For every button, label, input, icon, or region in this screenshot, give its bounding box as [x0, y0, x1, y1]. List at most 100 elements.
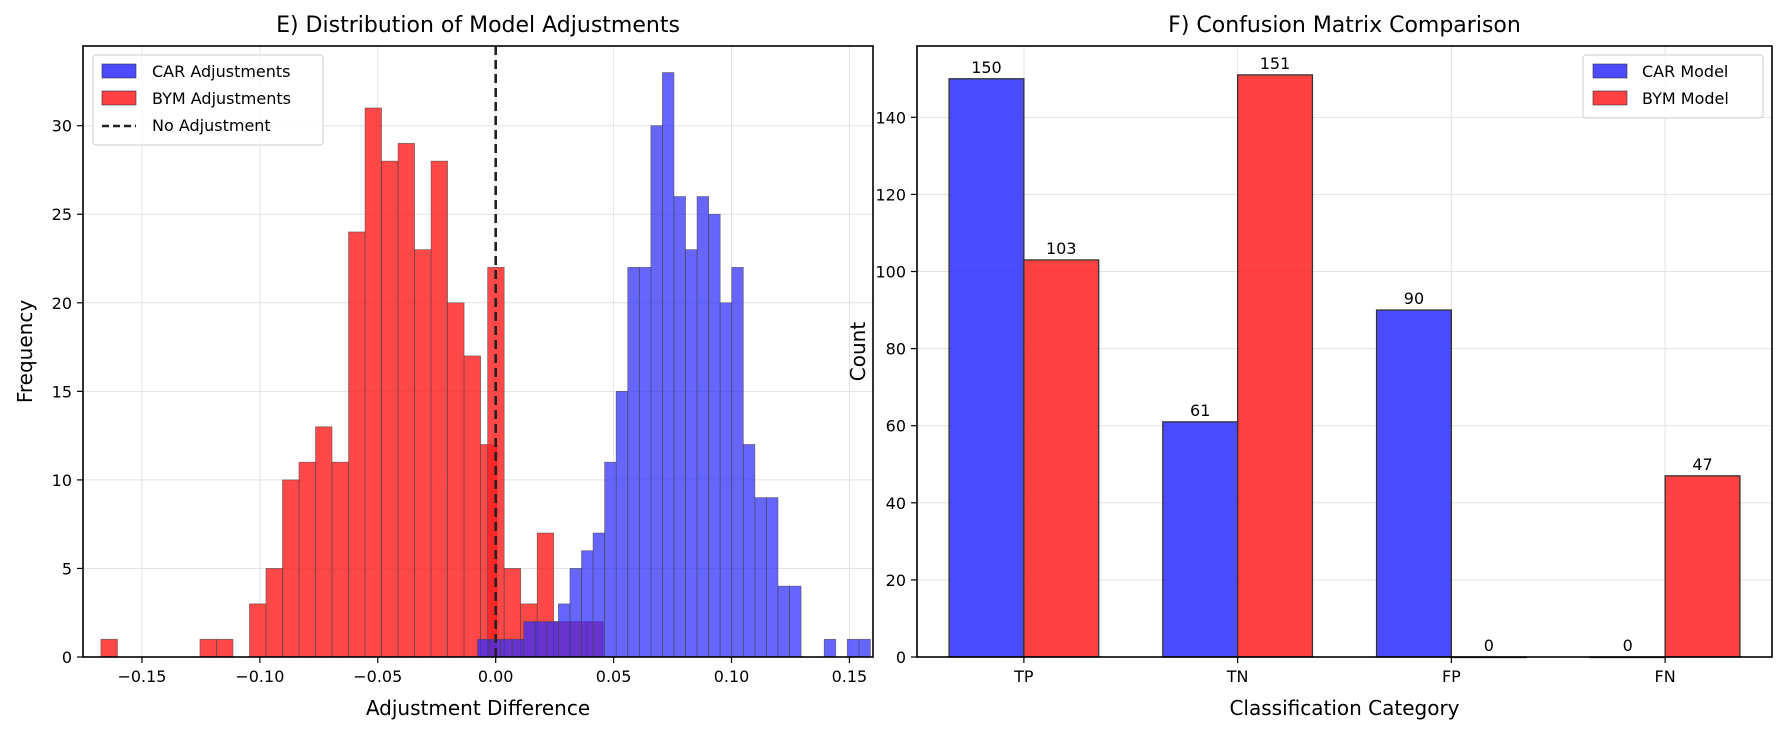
y-tick-label: 10: [52, 471, 72, 490]
chart-title: F) Confusion Matrix Comparison: [1168, 13, 1521, 38]
x-tick-label: FP: [1442, 667, 1461, 686]
histogram-bar: [742, 444, 756, 658]
y-tick-label: 60: [886, 417, 906, 436]
legend-box: [1582, 54, 1764, 119]
histogram-bar: [315, 426, 333, 658]
histogram-bar: [265, 568, 283, 658]
histogram-bar: [397, 143, 415, 658]
histogram-bar: [216, 638, 234, 658]
histogram-bar: [777, 585, 790, 658]
x-axis-label: Classification Category: [1229, 696, 1459, 720]
histogram-bar: [685, 249, 698, 658]
histogram-bar: [731, 267, 744, 658]
bar: [1375, 309, 1453, 658]
y-tick-label: 0: [896, 648, 906, 667]
x-tick-label: −0.05: [353, 667, 402, 686]
y-axis-ticks: 0 5 10 15 20 25 30: [52, 117, 83, 667]
histogram-bar: [558, 603, 571, 658]
histogram-bar: [673, 196, 686, 658]
histogram-bar: [754, 497, 767, 658]
histogram-bar: [381, 160, 399, 658]
x-tick-label: 0.10: [714, 667, 750, 686]
legend-swatch-bym-model: [1592, 90, 1628, 106]
histogram-bar: [430, 160, 448, 658]
x-tick-label: −0.10: [235, 667, 284, 686]
bar: [1162, 421, 1239, 658]
histogram-bar: [823, 638, 837, 658]
y-tick-label: 5: [62, 559, 72, 578]
bar: [1023, 259, 1100, 658]
histogram-bar: [719, 302, 733, 658]
bar-value-label: 90: [1404, 289, 1424, 308]
histogram-bar: [199, 638, 217, 658]
histogram-bar: [604, 461, 617, 658]
x-tick-label: TN: [1226, 667, 1249, 686]
bar-value-label: 0: [1623, 636, 1633, 655]
y-tick-label: 15: [52, 382, 72, 401]
y-tick-label: 20: [52, 294, 72, 313]
plot-frame: [916, 45, 1773, 658]
y-tick-label: 140: [875, 108, 906, 127]
histogram-bar: [477, 638, 490, 658]
y-axis-ticks: 0 20 40 60 80 100 120 140: [875, 108, 917, 667]
legend: CAR Model BYM Model: [1582, 54, 1764, 119]
histogram-bar: [592, 532, 605, 658]
legend-label-car-model: CAR Model: [1642, 62, 1728, 81]
histogram-bar: [534, 621, 548, 658]
y-axis-label: Frequency: [13, 300, 37, 403]
y-tick-label: 20: [886, 571, 906, 590]
y-axis-label: Count: [846, 322, 870, 382]
histogram-bar: [523, 621, 536, 658]
histogram-bar: [858, 638, 871, 658]
bar-value-label: 47: [1692, 455, 1712, 474]
legend-swatch-bym: [101, 90, 137, 106]
histogram-bar: [696, 196, 709, 658]
chart-title: E) Distribution of Model Adjustments: [276, 13, 680, 38]
histogram-bar: [447, 302, 465, 658]
histogram-bar: [662, 72, 675, 658]
histogram-bar: [766, 497, 779, 658]
bar-value-label: 61: [1190, 401, 1210, 420]
histogram-bar: [546, 621, 559, 658]
plot-frame: [82, 45, 874, 658]
histogram-bar: [627, 267, 640, 658]
histogram-bar: [364, 107, 382, 658]
histogram-bar: [249, 603, 267, 658]
panel-confusion-matrix: 150 61 90 0 103 151 0 47 TP TN FP FN 0 20 40 60 80 100 1…: [846, 13, 1773, 720]
histogram-bar: [414, 249, 432, 658]
panel-adjustment-distribution: −0.15 −0.10 −0.05 0.00 0.05 0.10 0.15 0 5 10 15 20…: [13, 13, 874, 720]
x-tick-label: 0.00: [478, 667, 514, 686]
bar-value-label: 103: [1046, 239, 1077, 258]
x-tick-label: TP: [1013, 667, 1034, 686]
histogram-bar: [615, 390, 629, 658]
histogram-bar: [511, 638, 525, 658]
bar-value-label: 150: [971, 58, 1002, 77]
histogram-bar: [100, 638, 118, 658]
histogram-bar: [789, 585, 802, 658]
x-axis-label: Adjustment Difference: [366, 696, 590, 720]
legend-swatch-car-model: [1592, 63, 1628, 79]
histogram-bar: [708, 213, 721, 658]
x-tick-label: 0.15: [832, 667, 868, 686]
legend-label-no-adjustment: No Adjustment: [152, 116, 271, 135]
bar-data-labels: 150 61 90 0 103 151 0 47: [971, 54, 1713, 655]
y-tick-label: 25: [52, 205, 72, 224]
bar-value-label: 151: [1260, 54, 1291, 73]
histogram-bar: [298, 461, 316, 658]
y-tick-label: 40: [886, 494, 906, 513]
x-axis-ticks: −0.15 −0.10 −0.05 0.00 0.05 0.10 0.15: [117, 657, 867, 686]
y-tick-label: 0: [62, 648, 72, 667]
legend-label-bym-model: BYM Model: [1642, 89, 1729, 108]
car-histogram-bars: [477, 72, 871, 658]
x-tick-label: FN: [1655, 667, 1676, 686]
legend-box: [92, 54, 324, 146]
histogram-bar: [348, 231, 366, 658]
histogram-bar: [500, 638, 513, 658]
x-tick-label: −0.15: [117, 667, 166, 686]
histogram-bar: [282, 479, 300, 658]
bar-value-label: 0: [1484, 636, 1494, 655]
bar: [1236, 74, 1314, 658]
bar: [1664, 475, 1741, 658]
bar: [948, 78, 1025, 658]
